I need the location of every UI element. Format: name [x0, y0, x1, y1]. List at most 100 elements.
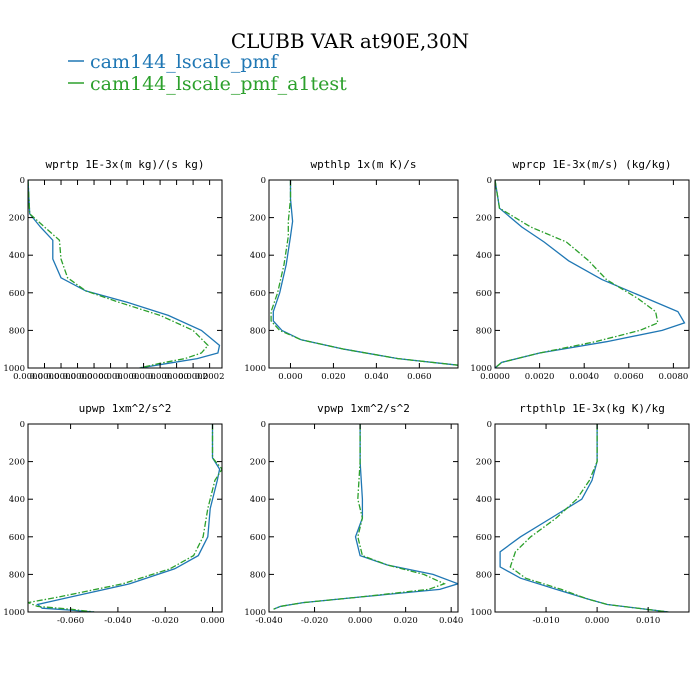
y-tick-label: 400 — [9, 495, 25, 505]
page-title: CLUBB VAR at90E,30N — [231, 29, 469, 53]
x-tick-label: 0.010 — [636, 616, 660, 626]
series-line-2 — [28, 424, 222, 612]
y-tick-label: 800 — [250, 326, 266, 336]
x-tick-label: 0.0020 — [525, 372, 555, 382]
y-tick-label: 0 — [20, 420, 25, 430]
x-tick-label: 0.0000 — [480, 372, 510, 382]
x-tick-label: -0.020 — [152, 616, 179, 626]
panel-frame — [268, 179, 459, 369]
series-line-2 — [273, 424, 447, 610]
y-tick-label: 200 — [250, 458, 266, 468]
y-tick-label: 400 — [476, 495, 492, 505]
y-tick-label: 1000 — [3, 364, 25, 374]
panel-title: wpthlp 1x(m K)/s — [311, 158, 417, 171]
y-tick-label: 600 — [9, 289, 25, 299]
panel-frame — [494, 423, 690, 613]
x-tick-label: 0.0000 — [79, 372, 109, 382]
x-tick-label: 0.060 — [407, 372, 431, 382]
x-tick-label: 0.0002 — [195, 372, 225, 382]
x-tick-label: 0.0000 — [13, 372, 43, 382]
panel-2: wpthlp 1x(m K)/s 0 200 400 600 800 1000 0.000 0.… — [244, 158, 459, 382]
x-tick-label: 0.0000 — [30, 372, 60, 382]
x-tick-label: 0.000 — [148, 372, 172, 382]
y-tick-label: 1000 — [3, 608, 25, 618]
x-tick-label: 0.000 — [131, 372, 155, 382]
series-line-2 — [28, 180, 209, 368]
y-tick-label: 800 — [250, 570, 266, 580]
x-tick-label: 0.000 — [115, 372, 139, 382]
y-tick-label: 400 — [250, 251, 266, 261]
x-tick-label: 0.000 — [164, 372, 188, 382]
panel-frame — [27, 179, 223, 369]
panel-6: rtpthlp 1E-3x(kg K)/kg 0 200 400 600 800 1000 -… — [470, 402, 690, 626]
panel-title: rtpthlp 1E-3x(kg K)/kg — [519, 402, 665, 415]
x-tick-label: -0.020 — [301, 616, 328, 626]
y-tick-label: 600 — [476, 289, 492, 299]
panel-1: wprtp 1E-3x(m kg)/(s kg) 0 200 400 600 800 100… — [3, 158, 224, 382]
y-tick-label: 0 — [487, 420, 492, 430]
series-line-1 — [272, 180, 458, 366]
panel-frame — [268, 423, 459, 613]
series-line-1 — [273, 424, 458, 610]
x-tick-label: 0.040 — [439, 616, 463, 626]
x-tick-label: 0.0060 — [614, 372, 644, 382]
y-tick-label: 200 — [9, 458, 25, 468]
y-tick-label: 400 — [9, 251, 25, 261]
x-tick-label: -0.040 — [255, 616, 282, 626]
legend-label-series-1: cam144_lscale_pmf — [90, 51, 280, 73]
x-tick-label: -0.060 — [57, 616, 84, 626]
x-tick-label: -0.010 — [532, 616, 559, 626]
series-line-1 — [495, 180, 686, 368]
y-tick-label: 0 — [261, 420, 266, 430]
y-tick-label: 400 — [250, 495, 266, 505]
series-line-2 — [270, 180, 458, 366]
y-tick-label: 0 — [20, 176, 25, 186]
y-tick-label: 200 — [9, 214, 25, 224]
y-tick-label: 600 — [250, 533, 266, 543]
x-tick-label: 0.040 — [364, 372, 388, 382]
x-tick-label: -0.040 — [104, 616, 131, 626]
y-tick-label: 0 — [261, 176, 266, 186]
series-line-1 — [36, 424, 221, 612]
y-tick-label: 600 — [250, 289, 266, 299]
y-tick-label: 800 — [476, 326, 492, 336]
y-tick-label: 1000 — [470, 608, 492, 618]
y-tick-label: 800 — [9, 570, 25, 580]
x-tick-label: 0.000 — [348, 616, 372, 626]
y-tick-label: 400 — [476, 251, 492, 261]
series-line-1 — [499, 424, 669, 612]
y-tick-label: 200 — [476, 214, 492, 224]
y-tick-label: 0 — [487, 176, 492, 186]
x-tick-label: 0.020 — [393, 616, 417, 626]
x-tick-label: 0.0000 — [46, 372, 76, 382]
panel-frame — [494, 179, 690, 369]
panel-title: wprtp 1E-3x(m kg)/(s kg) — [46, 158, 205, 171]
panel-title: vpwp 1xm^2/s^2 — [317, 402, 410, 415]
series-line-2 — [509, 424, 669, 612]
panel-frame — [27, 423, 223, 613]
y-tick-label: 800 — [476, 570, 492, 580]
panels: wprtp 1E-3x(m kg)/(s kg) 0 200 400 600 800 100… — [3, 158, 690, 626]
panel-5: vpwp 1xm^2/s^2 0 200 400 600 800 1000-0.040 -0.… — [244, 402, 463, 626]
legend: cam144_lscale_pmf cam144_lscale_pmf_a1te… — [68, 51, 347, 95]
series-line-2 — [495, 180, 659, 368]
panel-title: upwp 1xm^2/s^2 — [79, 402, 172, 415]
x-tick-label: 0.000 — [98, 372, 122, 382]
y-tick-label: 1000 — [244, 364, 266, 374]
panel-title: wprcp 1E-3x(m/s) (kg/kg) — [513, 158, 672, 171]
x-tick-label: 0.000 — [200, 616, 224, 626]
y-tick-label: 200 — [250, 214, 266, 224]
x-tick-label: 0.000 — [278, 372, 302, 382]
y-tick-label: 600 — [476, 533, 492, 543]
x-tick-label: 0.0002 — [178, 372, 208, 382]
y-tick-label: 1000 — [470, 364, 492, 374]
x-tick-label: 0.000 — [585, 616, 609, 626]
y-tick-label: 600 — [9, 533, 25, 543]
x-tick-label: 0.020 — [321, 372, 345, 382]
series-line-1 — [28, 180, 221, 368]
legend-label-series-2: cam144_lscale_pmf_a1test — [90, 73, 347, 95]
x-tick-label: 0.0040 — [569, 372, 599, 382]
y-tick-label: 1000 — [244, 608, 266, 618]
panel-4: upwp 1xm^2/s^2 0 200 400 600 800 1000 -0.060 -0.… — [3, 402, 224, 626]
